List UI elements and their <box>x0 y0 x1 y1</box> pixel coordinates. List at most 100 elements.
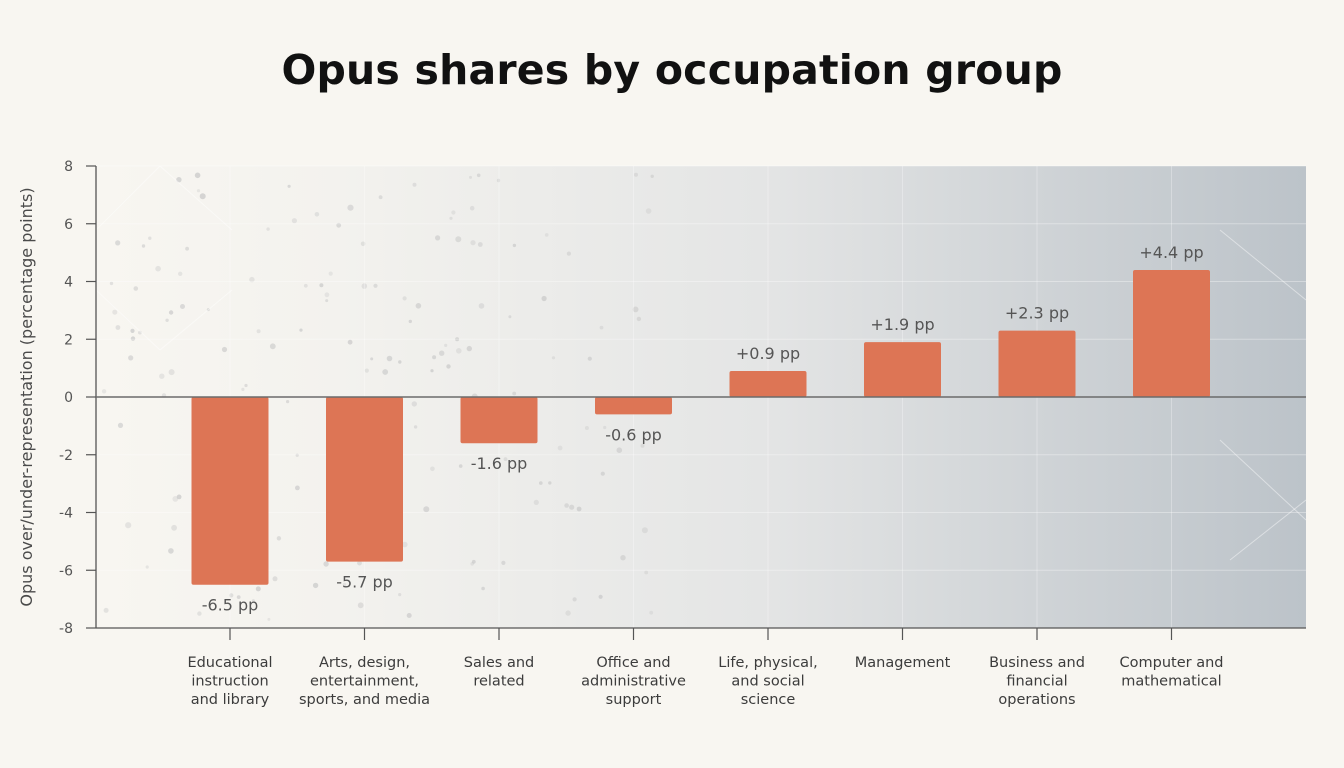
decor-dot <box>398 593 402 597</box>
decor-dot <box>603 425 607 430</box>
decor-dot <box>382 369 389 375</box>
decor-dot <box>598 594 603 599</box>
decor-line <box>1229 499 1307 561</box>
y-tick-label: 4 <box>64 275 73 291</box>
decor-dot <box>569 504 575 510</box>
decor-line <box>159 165 233 231</box>
y-axis-ticks: 8 6 4 2 0 -2 -4 -6 -8 <box>59 159 96 637</box>
decor-line <box>1219 229 1307 301</box>
decor-dot <box>373 283 378 288</box>
decor-dot <box>566 251 572 256</box>
y-tick-label: -2 <box>59 448 73 464</box>
decor-dot <box>456 348 462 354</box>
decor-dot <box>469 175 472 179</box>
decor-dot <box>645 208 652 214</box>
decor-line <box>95 289 161 351</box>
decor-dot <box>636 316 642 322</box>
decor-dot <box>241 387 245 391</box>
decor-dot <box>439 350 445 356</box>
decor-dot <box>255 586 261 592</box>
decor-dot <box>640 443 645 448</box>
x-axis-ticks: Educational instruction and library Arts, d… <box>187 628 1223 708</box>
decor-dot <box>115 325 121 330</box>
decor-dot <box>512 243 517 248</box>
decor-dot <box>328 271 333 276</box>
decor-dot <box>541 295 547 302</box>
decor-dot <box>466 345 472 352</box>
decor-dot <box>251 599 255 603</box>
y-axis-title: Opus over/under-representation (percenta… <box>17 187 36 606</box>
decor-dot <box>303 283 308 288</box>
decor-dot <box>544 233 549 237</box>
y-tick-label: 8 <box>64 159 73 175</box>
data-label: +4.4 pp <box>1139 243 1203 262</box>
decor-dot <box>117 422 124 428</box>
decor-dot <box>564 503 569 508</box>
y-tick-label: 0 <box>64 390 73 406</box>
decor-dot <box>634 172 638 177</box>
decor-dot <box>402 541 408 548</box>
decor-dot <box>481 586 485 591</box>
decor-dot <box>236 595 241 599</box>
decor-dot <box>616 447 623 454</box>
decor-dot <box>386 355 393 362</box>
decor-dot <box>402 296 407 301</box>
chart-title: Opus shares by occupation group <box>281 46 1063 94</box>
bar <box>595 397 672 415</box>
bar <box>864 342 941 397</box>
decor-dot <box>168 310 174 315</box>
decor-dot <box>430 466 435 472</box>
decor-dot <box>276 536 282 541</box>
decor-dot <box>435 235 441 241</box>
decor-dot <box>503 457 508 461</box>
decor-dot <box>650 174 654 178</box>
x-tick-label: Office and administrative support <box>581 655 686 708</box>
decor-dot <box>411 401 417 407</box>
decor-dot <box>287 184 291 188</box>
decor-dot <box>286 400 290 404</box>
decor-dot <box>159 373 165 379</box>
decor-dot <box>347 339 353 345</box>
decor-dot <box>168 369 175 376</box>
data-label: +0.9 pp <box>736 344 800 363</box>
decor-dot <box>576 506 582 512</box>
decor-dot <box>408 319 412 324</box>
decor-dot <box>470 240 476 246</box>
decor-dot <box>269 343 276 350</box>
decor-dot <box>141 244 146 248</box>
decor-dot <box>398 360 402 364</box>
decor-dot <box>336 222 342 228</box>
decor-dot <box>600 471 605 476</box>
decor-dot <box>115 240 121 246</box>
decor-dot <box>319 283 324 288</box>
y-tick-label: -4 <box>59 506 73 522</box>
decor-dot <box>533 499 539 505</box>
bar <box>191 397 269 585</box>
x-tick-label: Arts, design, entertainment, sports, and m… <box>299 655 430 708</box>
data-label: -0.6 pp <box>605 425 662 444</box>
decor-dot <box>199 193 206 200</box>
decor-dot <box>361 283 368 289</box>
decor-dot <box>244 383 248 388</box>
decor-dot <box>413 425 418 429</box>
decor-dot <box>406 613 412 618</box>
decor-dot <box>449 216 453 220</box>
decor-dot <box>415 303 422 309</box>
bar <box>326 397 403 562</box>
decor-dot <box>444 343 448 347</box>
decor-dot <box>325 299 329 303</box>
decor-dot <box>508 315 512 319</box>
decor-dot <box>185 246 190 251</box>
decor-dot <box>477 242 483 247</box>
data-labels: -6.5 pp -5.7 pp -1.6 pp -0.6 pp +0.9 pp +1.9 … <box>202 243 1204 615</box>
decor-dot <box>641 527 648 534</box>
decor-dot <box>256 329 261 334</box>
decor-dot <box>101 389 107 394</box>
decor-line <box>95 165 161 231</box>
decor-dot <box>455 337 460 342</box>
decor-dot <box>165 318 169 322</box>
decor-line <box>159 289 233 351</box>
decor-dot <box>249 276 255 283</box>
x-tick-label: Business and financial operations <box>989 655 1085 708</box>
decor-dot <box>551 356 556 360</box>
